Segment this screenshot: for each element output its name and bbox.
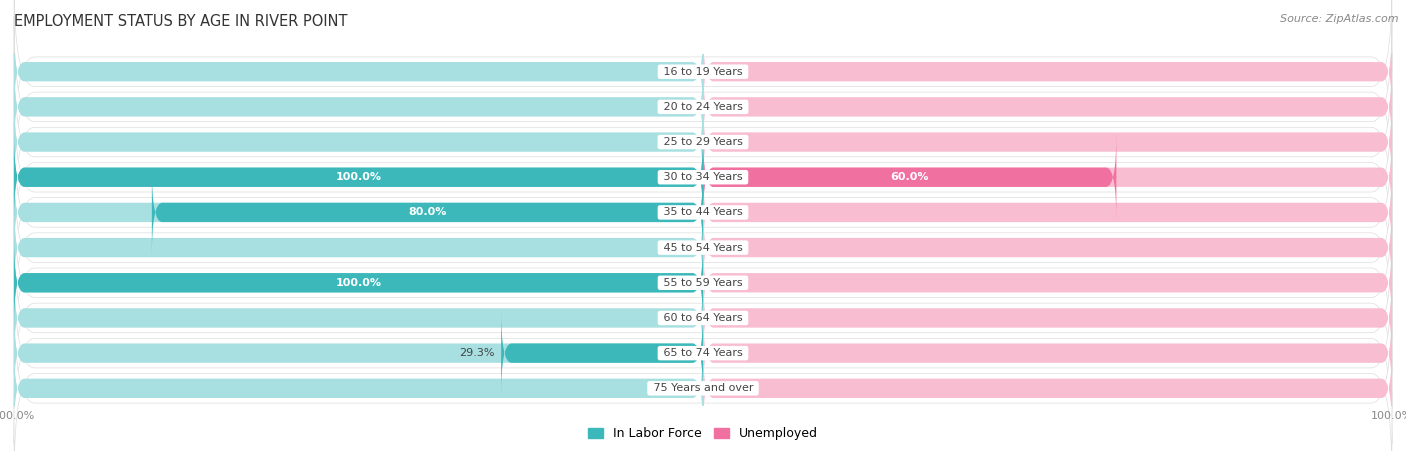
FancyBboxPatch shape: [703, 204, 1392, 291]
Text: 55 to 59 Years: 55 to 59 Years: [659, 278, 747, 288]
FancyBboxPatch shape: [14, 64, 703, 150]
FancyBboxPatch shape: [14, 275, 703, 361]
Text: Source: ZipAtlas.com: Source: ZipAtlas.com: [1281, 14, 1399, 23]
FancyBboxPatch shape: [14, 99, 703, 185]
FancyBboxPatch shape: [14, 298, 1392, 451]
FancyBboxPatch shape: [14, 345, 703, 432]
FancyBboxPatch shape: [14, 239, 703, 326]
Text: 0.0%: 0.0%: [710, 348, 738, 358]
FancyBboxPatch shape: [14, 51, 1392, 233]
Text: 45 to 54 Years: 45 to 54 Years: [659, 243, 747, 253]
Text: 16 to 19 Years: 16 to 19 Years: [659, 67, 747, 77]
FancyBboxPatch shape: [703, 310, 1392, 396]
FancyBboxPatch shape: [14, 87, 1392, 268]
Text: 0.0%: 0.0%: [668, 383, 696, 393]
Text: 0.0%: 0.0%: [668, 137, 696, 147]
FancyBboxPatch shape: [14, 28, 703, 115]
Text: EMPLOYMENT STATUS BY AGE IN RIVER POINT: EMPLOYMENT STATUS BY AGE IN RIVER POINT: [14, 14, 347, 28]
FancyBboxPatch shape: [703, 134, 1392, 221]
Text: 60 to 64 Years: 60 to 64 Years: [659, 313, 747, 323]
Text: 20 to 24 Years: 20 to 24 Years: [659, 102, 747, 112]
FancyBboxPatch shape: [14, 157, 1392, 338]
Text: 75 Years and over: 75 Years and over: [650, 383, 756, 393]
FancyBboxPatch shape: [501, 310, 703, 396]
FancyBboxPatch shape: [14, 169, 703, 256]
Text: 60.0%: 60.0%: [890, 172, 929, 182]
Text: 0.0%: 0.0%: [710, 278, 738, 288]
Text: 100.0%: 100.0%: [336, 278, 381, 288]
FancyBboxPatch shape: [14, 310, 703, 396]
Text: 0.0%: 0.0%: [710, 137, 738, 147]
FancyBboxPatch shape: [703, 64, 1392, 150]
Text: 65 to 74 Years: 65 to 74 Years: [659, 348, 747, 358]
FancyBboxPatch shape: [14, 134, 703, 221]
Text: 0.0%: 0.0%: [710, 243, 738, 253]
Text: 29.3%: 29.3%: [458, 348, 495, 358]
FancyBboxPatch shape: [14, 204, 703, 291]
Text: 100.0%: 100.0%: [336, 172, 381, 182]
FancyBboxPatch shape: [703, 275, 1392, 361]
FancyBboxPatch shape: [14, 0, 1392, 162]
Text: 0.0%: 0.0%: [710, 67, 738, 77]
Legend: In Labor Force, Unemployed: In Labor Force, Unemployed: [583, 423, 823, 446]
FancyBboxPatch shape: [14, 192, 1392, 373]
FancyBboxPatch shape: [703, 28, 1392, 115]
Text: 0.0%: 0.0%: [668, 313, 696, 323]
FancyBboxPatch shape: [14, 239, 703, 326]
FancyBboxPatch shape: [152, 169, 703, 256]
FancyBboxPatch shape: [14, 16, 1392, 198]
Text: 0.0%: 0.0%: [710, 383, 738, 393]
Text: 0.0%: 0.0%: [668, 67, 696, 77]
FancyBboxPatch shape: [703, 239, 1392, 326]
Text: 35 to 44 Years: 35 to 44 Years: [659, 207, 747, 217]
Text: 0.0%: 0.0%: [710, 313, 738, 323]
Text: 30 to 34 Years: 30 to 34 Years: [659, 172, 747, 182]
Text: 0.0%: 0.0%: [710, 207, 738, 217]
FancyBboxPatch shape: [14, 122, 1392, 303]
Text: 0.0%: 0.0%: [668, 243, 696, 253]
FancyBboxPatch shape: [14, 134, 703, 221]
FancyBboxPatch shape: [14, 262, 1392, 444]
FancyBboxPatch shape: [14, 227, 1392, 409]
Text: 0.0%: 0.0%: [668, 102, 696, 112]
FancyBboxPatch shape: [703, 99, 1392, 185]
Text: 25 to 29 Years: 25 to 29 Years: [659, 137, 747, 147]
FancyBboxPatch shape: [703, 134, 1116, 221]
Text: 0.0%: 0.0%: [710, 102, 738, 112]
Text: 80.0%: 80.0%: [408, 207, 447, 217]
FancyBboxPatch shape: [703, 345, 1392, 432]
FancyBboxPatch shape: [703, 169, 1392, 256]
